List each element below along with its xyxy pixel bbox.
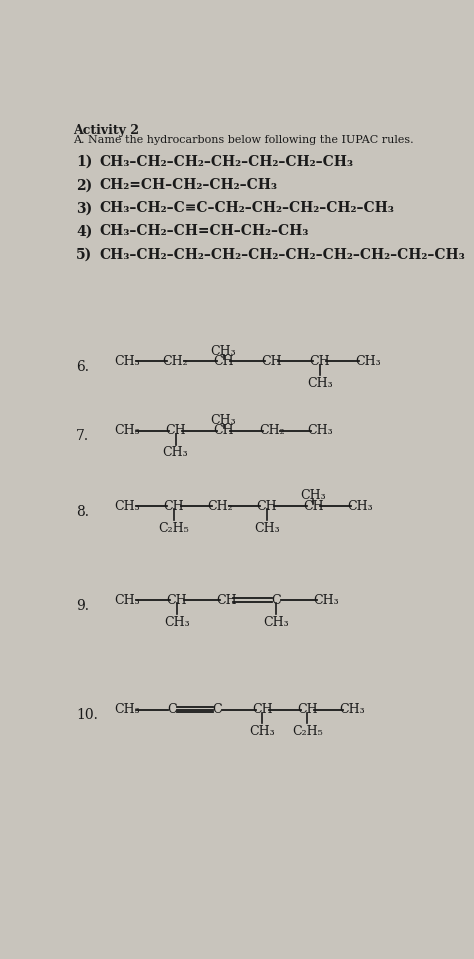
Text: CH₃: CH₃: [307, 377, 332, 390]
Text: CH₃: CH₃: [254, 522, 280, 534]
Text: CH₃: CH₃: [307, 424, 332, 437]
Text: 6.: 6.: [76, 360, 89, 374]
Text: CH₃: CH₃: [115, 500, 140, 513]
Text: CH₃: CH₃: [115, 703, 140, 716]
Text: C: C: [212, 703, 222, 716]
Text: CH₂: CH₂: [163, 355, 188, 368]
Text: C₂H₅: C₂H₅: [292, 725, 323, 737]
Text: 9.: 9.: [76, 598, 89, 613]
Text: CH: CH: [261, 355, 282, 368]
Text: 5): 5): [76, 247, 92, 262]
Text: CH₃–CH₂–CH=CH–CH₂–CH₃: CH₃–CH₂–CH=CH–CH₂–CH₃: [100, 224, 309, 239]
Text: CH: CH: [164, 500, 184, 513]
Text: CH₃: CH₃: [339, 703, 365, 716]
Text: CH₃: CH₃: [164, 616, 190, 628]
Text: CH: CH: [213, 355, 234, 368]
Text: CH₃–CH₂–CH₂–CH₂–CH₂–CH₂–CH₃: CH₃–CH₂–CH₂–CH₂–CH₂–CH₂–CH₃: [100, 155, 354, 169]
Text: CH₃: CH₃: [347, 500, 373, 513]
Text: CH: CH: [303, 500, 324, 513]
Text: CH₃: CH₃: [249, 725, 275, 737]
Text: CH: CH: [310, 355, 330, 368]
Text: CH₃: CH₃: [301, 489, 326, 503]
Text: 4): 4): [76, 224, 93, 239]
Text: CH₂: CH₂: [259, 424, 284, 437]
Text: C: C: [272, 594, 281, 607]
Text: CH₃: CH₃: [355, 355, 381, 368]
Text: CH: CH: [256, 500, 277, 513]
Text: 2): 2): [76, 178, 92, 192]
Text: CH: CH: [216, 594, 237, 607]
Text: C₂H₅: C₂H₅: [159, 522, 189, 534]
Text: 3): 3): [76, 201, 92, 216]
Text: CH₃: CH₃: [264, 616, 289, 628]
Text: 8.: 8.: [76, 504, 89, 519]
Text: CH₂=CH–CH₂–CH₂–CH₃: CH₂=CH–CH₂–CH₂–CH₃: [100, 178, 278, 192]
Text: CH: CH: [213, 424, 234, 437]
Text: 7.: 7.: [76, 430, 90, 443]
Text: CH₃–CH₂–C≡C–CH₂–CH₂–CH₂–CH₂–CH₃: CH₃–CH₂–C≡C–CH₂–CH₂–CH₂–CH₂–CH₃: [100, 201, 394, 216]
Text: CH: CH: [167, 594, 187, 607]
Text: CH₃: CH₃: [115, 355, 140, 368]
Text: 1): 1): [76, 155, 93, 169]
Text: CH₃: CH₃: [163, 446, 188, 459]
Text: CH: CH: [297, 703, 318, 716]
Text: CH₃: CH₃: [115, 594, 140, 607]
Text: CH₂: CH₂: [208, 500, 233, 513]
Text: A. Name the hydrocarbons below following the IUPAC rules.: A. Name the hydrocarbons below following…: [73, 135, 414, 145]
Text: CH₃: CH₃: [115, 424, 140, 437]
Text: CH₃–CH₂–CH₂–CH₂–CH₂–CH₂–CH₂–CH₂–CH₂–CH₃: CH₃–CH₂–CH₂–CH₂–CH₂–CH₂–CH₂–CH₂–CH₂–CH₃: [100, 247, 465, 262]
Text: CH₃: CH₃: [211, 344, 237, 358]
Text: Activity 2: Activity 2: [73, 125, 139, 137]
Text: CH₃: CH₃: [313, 594, 338, 607]
Text: C: C: [168, 703, 177, 716]
Text: CH₃: CH₃: [211, 414, 237, 427]
Text: CH: CH: [252, 703, 273, 716]
Text: CH: CH: [165, 424, 186, 437]
Text: 10.: 10.: [76, 708, 98, 722]
